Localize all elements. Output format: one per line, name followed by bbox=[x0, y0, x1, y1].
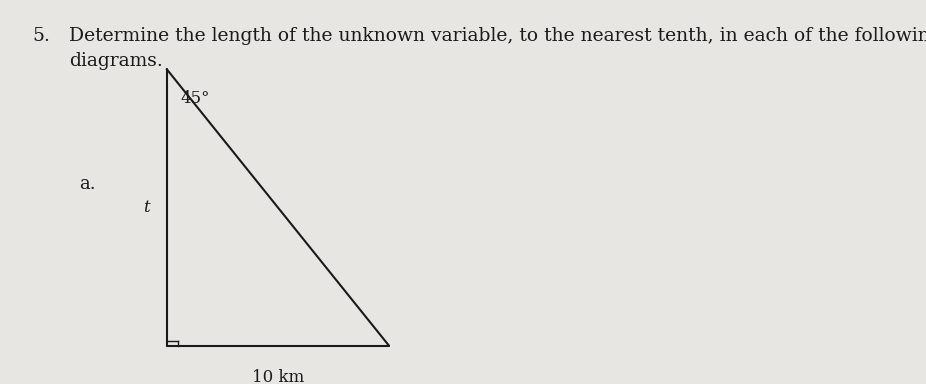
Text: 10 km: 10 km bbox=[252, 369, 304, 384]
Text: t: t bbox=[144, 199, 150, 216]
Text: a.: a. bbox=[79, 175, 95, 193]
Text: 45°: 45° bbox=[181, 90, 210, 107]
Text: Determine the length of the unknown variable, to the nearest tenth, in each of t: Determine the length of the unknown vari… bbox=[69, 27, 926, 70]
Text: 5.: 5. bbox=[32, 27, 50, 45]
